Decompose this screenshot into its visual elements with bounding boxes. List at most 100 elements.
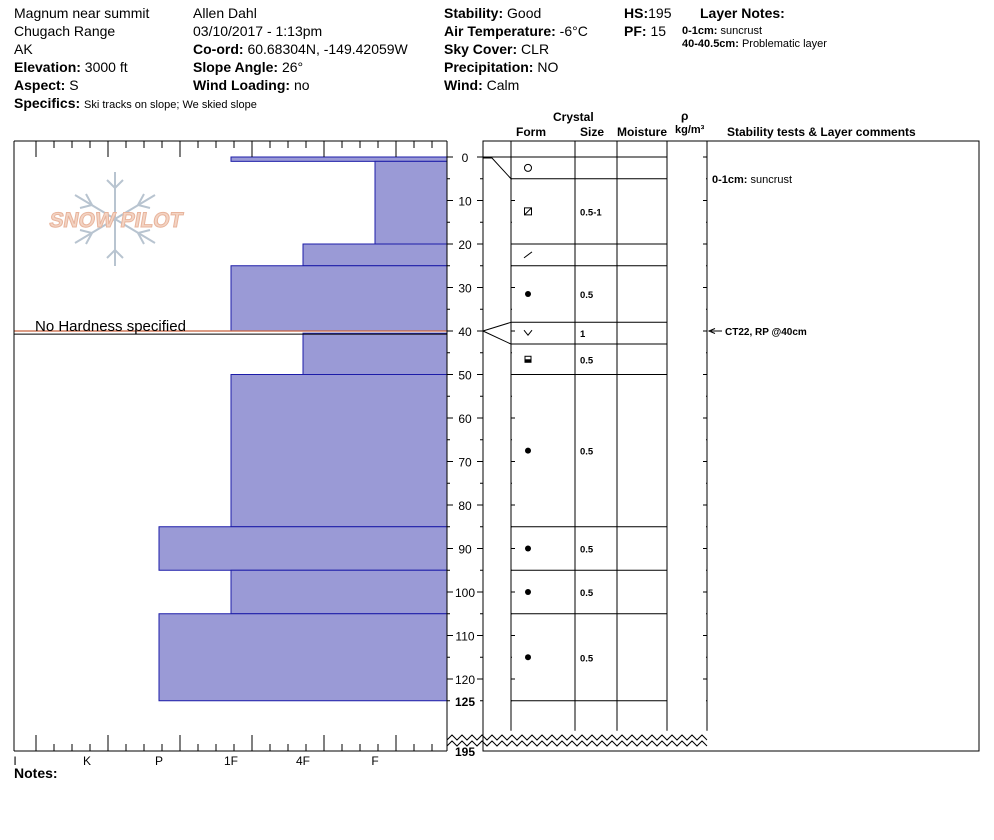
depth-tick-label: 120 (455, 673, 475, 687)
faceted-grain-icon (524, 207, 532, 216)
grain-size-label: 0.5-1 (580, 207, 602, 218)
slope-value: 26° (281, 59, 304, 75)
wind-value: Calm (486, 77, 520, 93)
notes-label: Notes: (14, 765, 58, 781)
form-header: Form (516, 125, 546, 139)
rounding-grain-icon (524, 163, 532, 172)
precipitation: Precipitation: NO (444, 59, 558, 75)
hardness-tick-label: 1F (224, 754, 238, 768)
hardness-bar (158, 526, 448, 571)
specifics-value: Ski tracks on slope; We skied slope (84, 99, 257, 111)
density-unit: kg/m³ (675, 124, 705, 136)
depth-tick-label: 80 (458, 499, 472, 513)
aspect-label: Aspect: (14, 77, 66, 93)
total-depth-label: 195 (455, 745, 475, 759)
depth-connector (483, 157, 512, 180)
state: AK (14, 41, 33, 57)
no-hardness-label: No Hardness specified (35, 318, 186, 335)
aspect-value: S (69, 77, 79, 93)
sky-value: CLR (521, 41, 550, 57)
location-name: Magnum near summit (14, 5, 150, 21)
stability-value: Good (507, 5, 542, 21)
depth-tick-label: 125 (455, 695, 475, 709)
hardness-tick-label: K (83, 754, 91, 768)
precip-label: Precipitation: (444, 59, 534, 75)
melt-form-icon (525, 654, 531, 661)
observer: Allen Dahl (193, 5, 257, 21)
hardness-tick-label: I (13, 754, 16, 768)
depth-break-marker (446, 734, 708, 741)
layer-note-text: Problematic layer (741, 38, 827, 50)
stability-test-arrow (707, 328, 716, 334)
depth-tick-label: 60 (458, 412, 472, 426)
layer-note-range: 0-1cm: (682, 25, 718, 37)
grain-size-label: 1 (580, 329, 586, 340)
coord-label: Co-ord: (193, 41, 244, 57)
depth-tick-label: 110 (455, 630, 474, 644)
grain-size-label: 0.5 (580, 290, 594, 301)
depth-tick-label: 30 (458, 282, 472, 296)
crystal-header: Crystal (553, 110, 594, 124)
snowflake-icon (74, 172, 156, 266)
coordinates: Co-ord: 60.68304N, -149.42059W (193, 41, 408, 57)
pf-label: PF: (624, 23, 647, 39)
air-temp-value: -6°C (559, 23, 588, 39)
depth-tick-label: 70 (458, 456, 472, 470)
stability-test-result: CT22, RP @40cm (725, 327, 807, 338)
slope-label: Slope Angle: (193, 59, 279, 75)
layer-note: 40-40.5cm: Problematic layer (682, 38, 827, 51)
wind-loading-label: Wind Loading: (193, 77, 291, 93)
faceted-grain-icon (524, 207, 532, 216)
decomposed-grain-icon (523, 251, 533, 259)
wind-loading-value: no (293, 77, 310, 93)
layer-note-text: suncrust (720, 25, 763, 37)
layer-note-range: 40-40.5cm: (682, 38, 739, 50)
wind-loading: Wind Loading: no (193, 77, 310, 93)
air-temperature: Air Temperature: -6°C (444, 23, 588, 39)
density-symbol: ρ (681, 109, 689, 123)
hardness-bar (302, 332, 448, 375)
elevation: Elevation: 3000 ft (14, 59, 128, 75)
logo-text: SNOW PILOT (48, 209, 185, 232)
depth-tick-label: 0 (462, 151, 469, 165)
hardness-tick-label: 4F (296, 754, 310, 768)
hardness-bar (230, 156, 448, 162)
hardness-bar (230, 374, 448, 528)
melt-form-icon (525, 545, 531, 552)
elevation-value: 3000 ft (84, 59, 128, 75)
hardness-bar (230, 265, 448, 332)
hardness-tick-label: P (155, 754, 163, 768)
melt-form-icon (525, 447, 531, 454)
surface-hoar-icon (523, 329, 533, 336)
depth-tick-label: 20 (458, 238, 472, 252)
depth-break-marker (446, 740, 708, 747)
snow-height: HS:195 (624, 5, 671, 21)
observation-datetime: 03/10/2017 - 1:13pm (193, 23, 323, 39)
grain-size-label: 0.5 (580, 355, 594, 366)
wind: Wind: Calm (444, 77, 519, 93)
hardness-bar (374, 160, 448, 245)
sky-label: Sky Cover: (444, 41, 518, 57)
layer-comment-range: 0-1cm: (712, 174, 747, 186)
layer-comment: 0-1cm: suncrust (712, 174, 792, 186)
table-frame (482, 140, 980, 752)
snowpilot-logo: SNOW PILOT (47, 172, 185, 266)
grain-size-label: 0.5 (580, 447, 594, 458)
hs-label: HS: (624, 5, 649, 21)
grain-size-label: 0.5 (580, 653, 594, 664)
pf-value: 15 (650, 23, 667, 39)
aspect: Aspect: S (14, 77, 79, 93)
hs-value: 195 (648, 5, 672, 21)
depth-tick-label: 90 (458, 543, 472, 557)
melt-form-icon (525, 291, 531, 298)
hardness-bar (302, 243, 448, 267)
layer-note: 0-1cm: suncrust (682, 25, 762, 38)
depth-tick-label: 100 (455, 586, 475, 600)
precip-value: NO (537, 59, 559, 75)
moisture-header: Moisture (617, 125, 668, 139)
stability: Stability: Good (444, 5, 541, 21)
size-header: Size (580, 125, 605, 139)
stability-comments-header: Stability tests & Layer comments (727, 125, 916, 139)
slope-angle: Slope Angle: 26° (193, 59, 303, 75)
